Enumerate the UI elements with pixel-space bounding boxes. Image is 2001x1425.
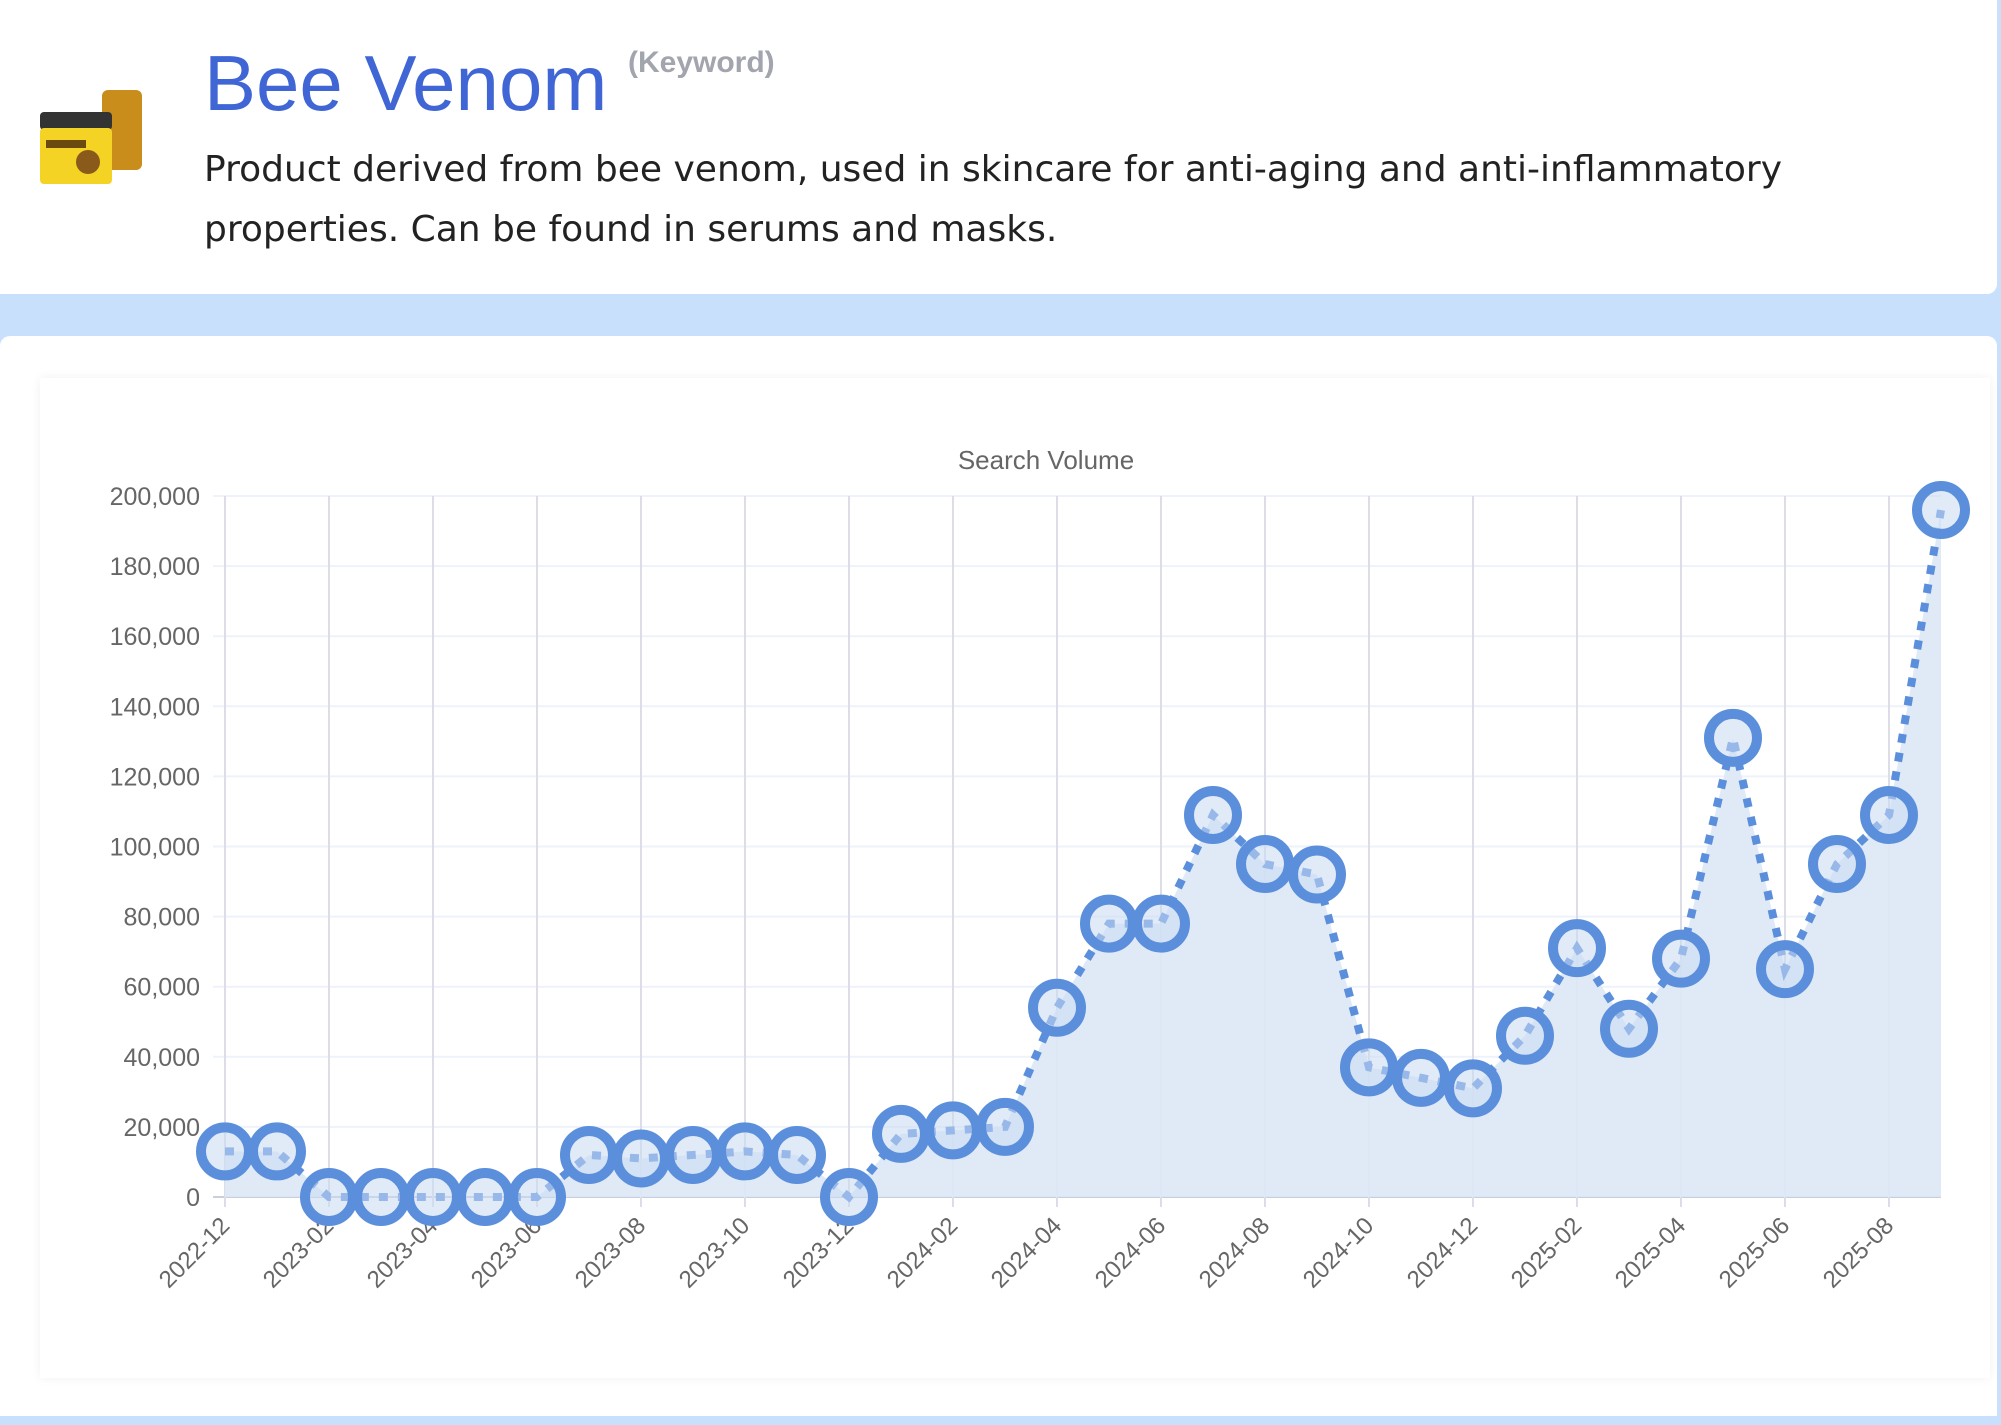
- data-point: [820, 1168, 878, 1226]
- x-tick-label: 2024-12: [1402, 1212, 1483, 1293]
- y-tick-label: 80,000: [124, 904, 200, 932]
- data-point: [1860, 785, 1918, 844]
- data-point: [1288, 845, 1346, 904]
- data-point: [872, 1104, 930, 1163]
- data-point: [1548, 919, 1606, 978]
- data-point: [1080, 894, 1138, 953]
- x-tick-label: 2025-08: [1818, 1212, 1899, 1293]
- data-point: [248, 1122, 306, 1181]
- chart-title: Search Volume: [958, 445, 1134, 475]
- x-tick-label: 2025-04: [1610, 1212, 1691, 1293]
- y-tick-label: 200,000: [110, 483, 200, 511]
- data-point: [1756, 940, 1814, 999]
- y-tick-label: 100,000: [110, 834, 200, 862]
- x-tick-label: 2024-10: [1298, 1212, 1379, 1293]
- description: Product derived from bee venom, used in …: [204, 149, 1783, 250]
- data-point: [456, 1168, 514, 1226]
- x-tick-label: 2023-10: [674, 1212, 755, 1293]
- data-point: [1184, 785, 1242, 844]
- y-tick-label: 20,000: [124, 1114, 200, 1142]
- x-tick-label: 2024-06: [1090, 1212, 1171, 1293]
- data-point: [976, 1097, 1034, 1156]
- y-tick-label: 40,000: [124, 1044, 200, 1072]
- y-tick-label: 120,000: [110, 763, 200, 791]
- y-tick-label: 180,000: [110, 553, 200, 581]
- x-tick-label: 2022-12: [154, 1212, 235, 1293]
- data-point: [560, 1125, 618, 1184]
- x-tick-label: 2024-04: [986, 1212, 1067, 1293]
- data-point: [1340, 1038, 1398, 1097]
- data-point: [1652, 929, 1710, 988]
- y-tick-label: 140,000: [110, 693, 200, 721]
- data-point: [768, 1125, 826, 1184]
- data-point: [1912, 481, 1970, 540]
- data-point: [196, 1122, 254, 1181]
- x-tick-label: 2024-08: [1194, 1212, 1275, 1293]
- page-title: Bee Venom: [204, 39, 608, 127]
- x-tick-label: 2024-02: [882, 1212, 963, 1293]
- data-point: [1600, 999, 1658, 1058]
- data-point: [300, 1168, 358, 1226]
- data-point: [1132, 894, 1190, 953]
- data-point: [1808, 835, 1866, 894]
- data-point: [612, 1129, 670, 1188]
- data-point: [664, 1125, 722, 1184]
- type-badge: (Keyword): [628, 46, 775, 79]
- data-point: [924, 1101, 982, 1160]
- x-tick-label: 2023-08: [570, 1212, 651, 1293]
- data-point: [352, 1168, 410, 1226]
- x-tick-label: 2025-06: [1714, 1212, 1795, 1293]
- keyword-header-card: Bee Venom (Keyword) Product derived from…: [0, 0, 1997, 294]
- y-tick-label: 60,000: [124, 974, 200, 1002]
- data-point: [508, 1168, 566, 1226]
- data-point: [1392, 1048, 1450, 1107]
- x-tick-label: 2025-02: [1506, 1212, 1587, 1293]
- y-tick-label: 160,000: [110, 623, 200, 651]
- chart-card: [0, 336, 1997, 1416]
- area-fill: [225, 510, 1941, 1197]
- y-tick-label: 0: [186, 1184, 200, 1212]
- data-point: [1444, 1059, 1502, 1118]
- product-image: [40, 90, 142, 184]
- data-point: [404, 1168, 462, 1226]
- data-point: [1236, 835, 1294, 894]
- data-point: [1704, 708, 1762, 767]
- data-point: [1028, 978, 1086, 1037]
- data-point: [716, 1122, 774, 1181]
- data-point: [1496, 1006, 1554, 1065]
